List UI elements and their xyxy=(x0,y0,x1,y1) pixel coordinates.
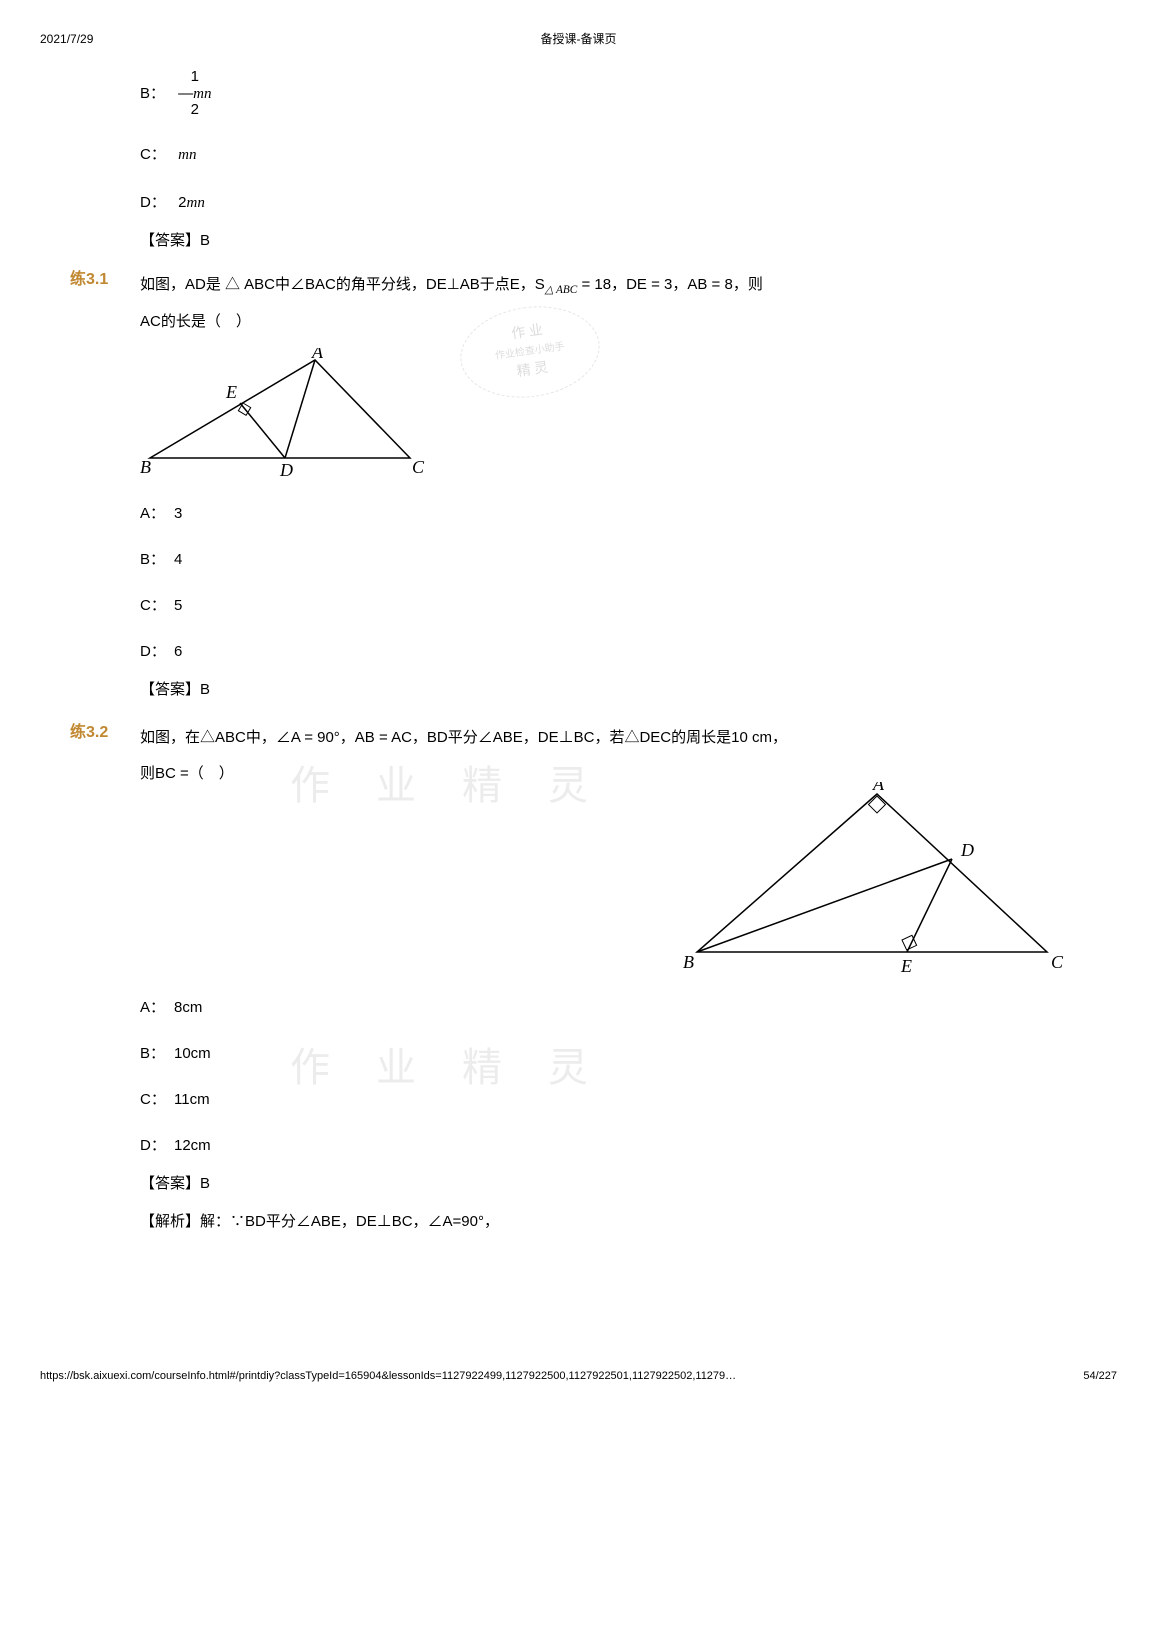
answer-value: B xyxy=(200,232,210,249)
footer-page: 54/227 xyxy=(1083,1368,1117,1386)
practice-3-1: 练3.1 如图，AD是 △ ABC中∠BAC的角平分线，DE⊥AB于点E，S△ … xyxy=(140,267,1017,716)
svg-text:A: A xyxy=(311,348,324,362)
answer-block: 【答案】B xyxy=(140,1172,1017,1196)
header-date: 2021/7/29 xyxy=(40,30,93,49)
frac-den: 2 xyxy=(178,102,211,119)
option-b: B：10cm xyxy=(140,1042,1017,1066)
option-label: C： xyxy=(140,143,174,167)
option-c: C：5 xyxy=(140,594,1017,618)
triangle-diagram-1: B D C A E xyxy=(140,348,440,488)
practice-label: 练3.1 xyxy=(70,271,108,288)
option-label: B： xyxy=(140,82,174,106)
option-b: B：4 xyxy=(140,548,1017,572)
svg-text:A: A xyxy=(872,782,885,794)
page-header: 2021/7/29 备授课-备课页 xyxy=(40,30,1117,49)
fraction: 1 —mn 2 xyxy=(178,69,211,119)
practice-label: 练3.2 xyxy=(70,724,108,741)
option-d-top: D： 2mn xyxy=(140,191,1017,215)
svg-text:C: C xyxy=(1051,952,1064,972)
svg-text:B: B xyxy=(683,952,694,972)
svg-text:E: E xyxy=(900,956,912,976)
svg-text:B: B xyxy=(140,457,151,477)
option-d: D：12cm xyxy=(140,1134,1017,1158)
answer-block: 【答案】B xyxy=(140,678,1017,702)
svg-text:C: C xyxy=(412,457,425,477)
question-text: 如图，AD是 △ ABC中∠BAC的角平分线，DE⊥AB于点E，S△ ABC =… xyxy=(140,267,1017,340)
answer-bracket: 【答案】 xyxy=(140,232,200,249)
figure-3-2: A B C D E xyxy=(140,782,1077,982)
page-footer: https://bsk.aixuexi.com/courseInfo.html#… xyxy=(40,1368,1117,1386)
practice-3-2: 练3.2 如图，在△ABC中，∠A = 90°，AB = AC，BD平分∠ABE… xyxy=(140,720,1017,1248)
footer-url: https://bsk.aixuexi.com/courseInfo.html#… xyxy=(40,1368,736,1386)
answer-block: 【答案】B xyxy=(140,229,1017,253)
svg-text:E: E xyxy=(225,382,237,402)
option-a: A：3 xyxy=(140,502,1017,526)
figure-3-1: B D C A E xyxy=(140,348,1017,488)
option-a: A：8cm xyxy=(140,996,1017,1020)
option-label: D： xyxy=(140,191,174,215)
frac-dash: —mn xyxy=(178,86,211,103)
option-value: mn xyxy=(178,147,196,163)
page-content: B： 1 —mn 2 C： mn D： 2mn 【答案】B 练3.1 如图，AD… xyxy=(140,69,1017,1248)
svg-text:D: D xyxy=(279,460,293,480)
analysis-block: 【解析】解：∵BD平分∠ABE，DE⊥BC，∠A=90°， xyxy=(140,1210,1017,1234)
option-value: 2mn xyxy=(178,194,205,211)
option-d: D：6 xyxy=(140,640,1017,664)
option-c: C：11cm xyxy=(140,1088,1017,1112)
frac-num: 1 xyxy=(178,69,211,86)
option-b-top: B： 1 —mn 2 xyxy=(140,69,1017,119)
svg-text:D: D xyxy=(960,840,974,860)
triangle-diagram-2: A B C D E xyxy=(677,782,1077,982)
header-title: 备授课-备课页 xyxy=(541,30,617,49)
option-c-top: C： mn xyxy=(140,143,1017,167)
